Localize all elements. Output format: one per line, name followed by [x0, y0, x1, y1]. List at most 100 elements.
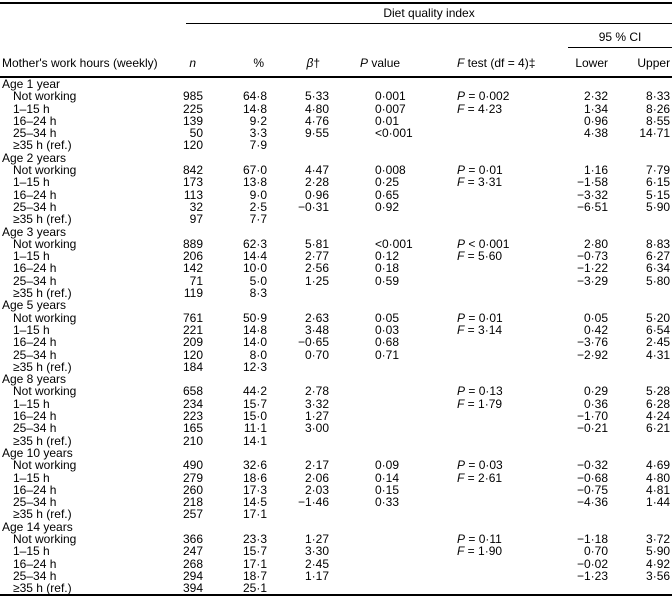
cell-beta	[270, 508, 330, 520]
row-label: 16–24 h	[13, 335, 57, 350]
cell-ftest: F = 1·79	[457, 396, 503, 411]
cell-ci-lower: 0·29	[583, 384, 608, 399]
row-label: ≥35 h (ref.)	[13, 433, 72, 448]
cell-ci-lower: 2·80	[583, 236, 608, 251]
table-row: 1–15 h 234 15·7 3·32 F = 1·79 0·36 6·28	[0, 396, 672, 411]
cell-percent: 10·0	[242, 261, 267, 276]
age-group-row: Age 2 years	[0, 150, 672, 165]
age-group-label: Age 14 years	[2, 519, 73, 534]
cell-ci-upper: 1·44	[646, 495, 671, 510]
cell-ci-lower	[514, 139, 610, 151]
cell-ftest	[406, 262, 514, 274]
cell-percent: 15·7	[242, 396, 267, 411]
cell-pvalue: 0·59	[375, 273, 400, 288]
cell-n: 139	[182, 113, 203, 128]
age-group-row: Age 5 years	[0, 299, 672, 312]
cell-beta	[270, 287, 330, 299]
ci-spanner-row: 95 % CI	[0, 24, 672, 48]
cell-percent: 23·3	[242, 531, 267, 546]
cell-beta: 2·17	[304, 458, 329, 473]
cell-ftest: P = 0·11	[457, 531, 502, 546]
row-label: Not working	[13, 89, 77, 104]
row-label: Not working	[13, 384, 77, 399]
row-label: Not working	[13, 163, 77, 178]
row-label: 16–24 h	[13, 409, 57, 424]
cell-n: 71	[189, 273, 203, 288]
cell-n: 294	[182, 568, 203, 583]
row-label: ≥35 h (ref.)	[13, 138, 72, 153]
row-label: 25–34 h	[13, 568, 57, 583]
cell-ci-upper: 7·79	[646, 163, 671, 178]
row-label: 1–15 h	[13, 101, 50, 116]
cell-beta: 1·25	[304, 273, 329, 288]
cell-ci-lower: 0·96	[583, 113, 608, 128]
cell-beta: 1·17	[304, 568, 329, 583]
cell-n: 985	[182, 89, 203, 104]
cell-n: 113	[183, 187, 203, 202]
cell-ftest	[406, 287, 514, 299]
cell-ci-upper: 6·15	[646, 175, 671, 190]
cell-ci-upper: 8·33	[646, 89, 671, 104]
age-group-row: Age 10 years	[0, 447, 672, 460]
cell-ci-upper: 5·20	[646, 310, 671, 325]
cell-percent: 17·1	[242, 556, 267, 571]
table-row: Not working 985 64·8 5·33 0·001 P = 0·002 2·32…	[0, 89, 672, 104]
row-label: 16–24 h	[13, 187, 57, 202]
ci-spanner-label: 95 % CI	[598, 30, 642, 44]
cell-ci-lower: −3·29	[576, 273, 608, 288]
cell-beta: 2·03	[304, 482, 329, 497]
cell-ci-lower: 0·70	[583, 544, 608, 559]
cell-ftest	[406, 508, 514, 520]
cell-ci-lower: −4·36	[576, 495, 608, 510]
row-label: 1–15 h	[13, 544, 50, 559]
col-header-n: n	[178, 48, 214, 78]
age-group-label: Age 2 years	[2, 150, 67, 165]
cell-ci-lower: −1·23	[576, 568, 608, 583]
cell-ci-upper: 5·90	[646, 544, 671, 559]
cell-ftest: P = 0·03	[457, 458, 503, 473]
cell-ci-upper: 6·54	[646, 322, 671, 337]
cell-ci-lower	[514, 582, 610, 595]
cell-pvalue: 0·007	[375, 101, 406, 116]
cell-percent: 32·6	[242, 458, 267, 473]
cell-n: 209	[182, 335, 203, 350]
table-row: ≥35 h (ref.) 257 17·1	[0, 508, 672, 521]
cell-beta	[270, 139, 330, 151]
cell-ftest	[406, 115, 514, 127]
cell-ftest	[406, 410, 514, 422]
cell-n: 223	[182, 409, 203, 424]
col-header-ci-upper: Upper	[610, 48, 672, 78]
cell-beta: 4·47	[304, 163, 329, 178]
cell-ftest	[406, 422, 514, 434]
cell-ci-lower	[514, 361, 610, 373]
cell-ci-upper	[610, 435, 672, 447]
cell-ftest	[406, 336, 514, 348]
table-row: 1–15 h 247 15·7 3·30 F = 1·90 0·70 5·90	[0, 544, 672, 559]
cell-beta: −0·65	[297, 335, 329, 350]
cell-ftest: F = 1·90	[457, 544, 503, 559]
cell-ci-upper: 5·28	[646, 384, 671, 399]
cell-pvalue: 0·18	[375, 261, 400, 276]
cell-ftest: F = 5·60	[457, 249, 503, 264]
cell-ci-upper: 4·69	[646, 458, 671, 473]
cell-percent: 14·4	[242, 249, 267, 264]
cell-pvalue	[330, 435, 406, 447]
spacer-cell	[178, 24, 514, 48]
age-group-label: Age 3 years	[2, 224, 67, 239]
cell-ci-upper: 6·34	[646, 261, 671, 276]
cell-percent: 17·3	[242, 482, 267, 497]
cell-percent: 3·3	[249, 126, 267, 141]
cell-ci-lower: −2·92	[576, 347, 608, 362]
cell-beta: 3·00	[304, 421, 329, 436]
cell-ftest	[406, 484, 514, 496]
row-label: ≥35 h (ref.)	[13, 359, 72, 374]
cell-percent: 25·1	[242, 581, 267, 596]
cell-n: 32	[189, 199, 203, 214]
cell-beta: 5·33	[304, 89, 329, 104]
table-row: ≥35 h (ref.) 210 14·1	[0, 433, 672, 448]
table-row: Not working 490 32·6 2·17 0·09 P = 0·03 −0·32 4…	[0, 458, 672, 473]
cell-beta: −1·46	[297, 495, 329, 510]
cell-ftest	[406, 201, 514, 213]
cell-percent: 7·7	[249, 212, 267, 227]
